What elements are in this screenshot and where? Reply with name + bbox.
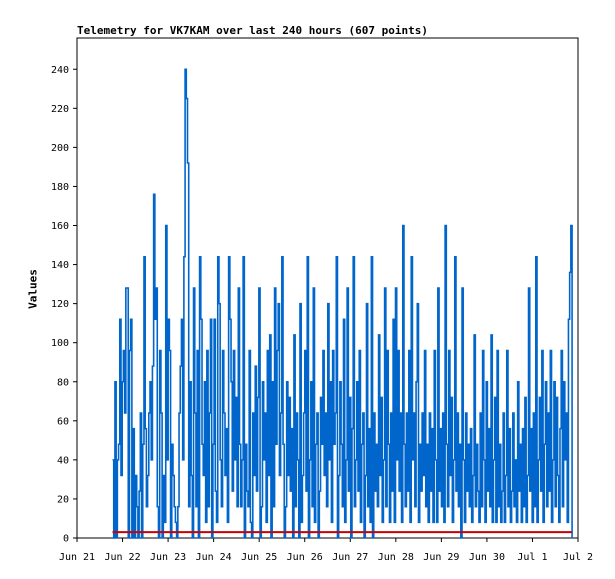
x-tick-label: Jun 23 <box>150 552 186 563</box>
y-tick-label: 40 <box>57 455 69 466</box>
x-axis: Jun 21 Jun 22 Jun 23 Jun 24 Jun 25 Jun 26 Jun … <box>59 538 593 563</box>
y-tick-label: 100 <box>51 338 69 349</box>
y-tick-label: 220 <box>51 104 69 115</box>
x-tick-label: Jun 25 <box>241 552 277 563</box>
y-tick-label: 180 <box>51 182 69 193</box>
x-tick-label: Jul 2 <box>563 552 593 563</box>
x-tick-label: Jun 27 <box>332 552 368 563</box>
x-tick-label: Jun 24 <box>196 552 232 563</box>
x-tick-label: Jun 22 <box>104 552 140 563</box>
x-tick-label: Jun 26 <box>287 552 323 563</box>
y-tick-label: 120 <box>51 299 69 310</box>
y-tick-label: 20 <box>57 494 69 505</box>
y-tick-label: 140 <box>51 260 69 271</box>
y-tick-label: 160 <box>51 221 69 232</box>
y-tick-label: 60 <box>57 416 69 427</box>
y-tick-label: 80 <box>57 377 69 388</box>
x-tick-label: Jun 28 <box>378 552 414 563</box>
series-group <box>112 68 573 539</box>
x-tick-label: Jun 21 <box>59 552 95 563</box>
x-tick-label: Jun 30 <box>469 552 505 563</box>
series-line-main <box>112 68 573 539</box>
y-tick-label: 200 <box>51 143 69 154</box>
y-tick-label: 0 <box>63 534 69 545</box>
x-tick-label: Jul 1 <box>517 552 547 563</box>
y-axis: 0 20 40 60 80 100 120 140 160 180 200 220 240 <box>51 65 77 545</box>
chart-title: Telemetry for VK7KAM over last 240 hours… <box>77 24 428 37</box>
x-tick-label: Jun 29 <box>423 552 459 563</box>
y-tick-label: 240 <box>51 65 69 76</box>
